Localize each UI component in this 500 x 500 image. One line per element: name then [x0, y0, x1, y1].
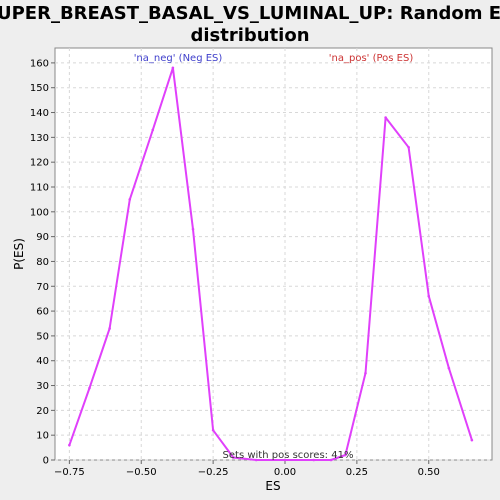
data-point — [231, 456, 235, 459]
data-point — [171, 66, 175, 70]
y-tick-label: 90 — [36, 232, 49, 243]
x-tick-label: 0.00 — [274, 467, 296, 478]
y-tick-label: 60 — [36, 307, 49, 318]
y-tick-label: 130 — [30, 133, 49, 144]
y-tick-label: 100 — [30, 207, 49, 218]
x-tick-label: −0.50 — [126, 467, 157, 478]
data-point — [329, 458, 333, 462]
pos-es-label: 'na_pos' (Pos ES) — [329, 53, 414, 64]
data-point — [68, 443, 71, 447]
x-tick-label: 0.50 — [418, 467, 440, 478]
data-point — [384, 116, 387, 119]
data-point — [447, 366, 451, 370]
y-axis-label: P(ES) — [12, 238, 26, 270]
data-point — [254, 458, 258, 462]
y-tick-label: 140 — [30, 108, 49, 119]
y-axis: 0 10 20 30 40 50 60 70 80 90 100 110 120 130 140 150 160 — [30, 58, 55, 467]
x-axis: −0.75 −0.50 −0.25 0.00 0.25 0.50 — [54, 460, 440, 478]
y-tick-label: 110 — [30, 182, 49, 193]
pos-scores-annotation: Sets with pos scores: 41% — [223, 450, 354, 461]
y-tick-label: 50 — [36, 331, 49, 342]
data-point — [108, 327, 111, 330]
y-tick-label: 70 — [36, 282, 49, 293]
data-point — [211, 428, 215, 432]
x-axis-label: ES — [265, 479, 280, 493]
y-tick-label: 30 — [36, 381, 49, 392]
data-point — [151, 128, 155, 132]
data-point — [364, 371, 367, 375]
y-tick-label: 20 — [36, 406, 49, 417]
y-tick-label: 40 — [36, 356, 49, 367]
x-tick-label: −0.75 — [54, 467, 85, 478]
data-point — [407, 145, 410, 149]
neg-es-label: 'na_neg' (Neg ES) — [134, 53, 223, 64]
y-tick-label: 0 — [43, 456, 49, 467]
x-tick-label: 0.25 — [346, 467, 368, 478]
data-point — [470, 438, 474, 442]
plot-area — [54, 47, 493, 461]
data-point — [427, 294, 431, 298]
chart-title-line2: distribution — [190, 25, 309, 46]
y-tick-label: 150 — [30, 83, 49, 94]
y-tick-label: 120 — [30, 158, 49, 169]
y-tick-label: 160 — [30, 58, 49, 69]
data-point — [344, 453, 347, 457]
data-point — [191, 227, 195, 231]
y-tick-label: 10 — [36, 431, 49, 442]
series-group — [68, 66, 474, 462]
data-point — [312, 458, 316, 462]
y-tick-label: 80 — [36, 257, 49, 268]
series-line — [68, 66, 473, 461]
chart-title-line1: HUPER_BREAST_BASAL_VS_LUMINAL_UP: Random… — [0, 3, 500, 24]
x-tick-label: −0.25 — [198, 467, 229, 478]
data-point — [128, 198, 132, 201]
data-point — [283, 458, 287, 462]
data-point — [88, 386, 91, 390]
